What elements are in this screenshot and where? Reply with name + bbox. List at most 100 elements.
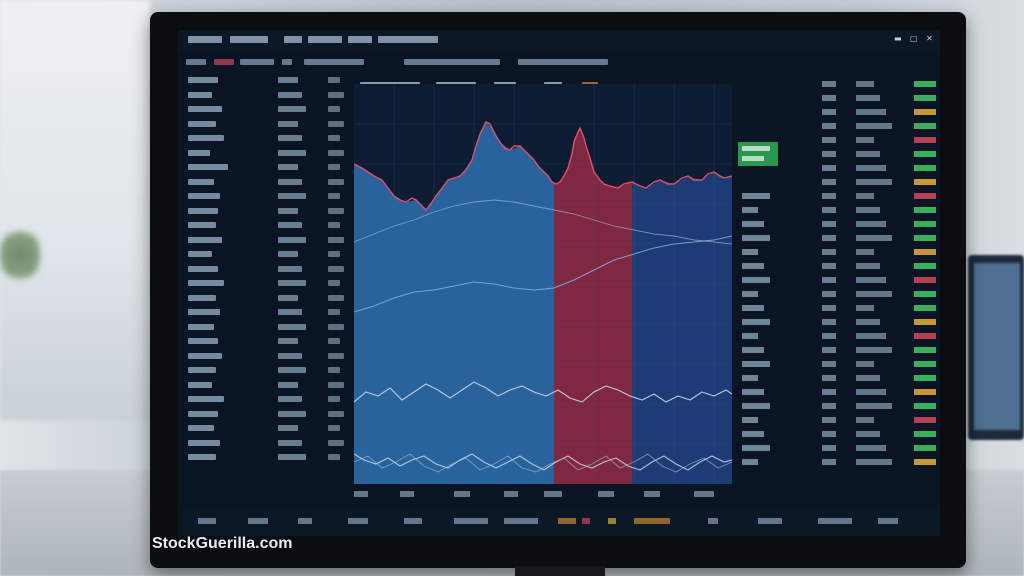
table-row[interactable] (182, 219, 352, 231)
table-row[interactable] (182, 306, 352, 318)
status-item (504, 518, 538, 524)
sub-toolbar (178, 54, 940, 72)
minimize-icon[interactable]: ▬ (894, 34, 902, 43)
table-row[interactable] (736, 78, 940, 90)
table-row[interactable] (182, 147, 352, 159)
trading-dashboard: ▬ ▢ ✕ (178, 30, 940, 536)
table-row[interactable] (182, 350, 352, 362)
status-item (878, 518, 898, 524)
table-row[interactable] (736, 148, 940, 160)
table-row[interactable] (736, 204, 940, 216)
toolbar-text (186, 59, 206, 65)
table-row[interactable] (736, 274, 940, 286)
table-row[interactable] (182, 190, 352, 202)
table-row[interactable] (182, 277, 352, 289)
toolbar-text (240, 59, 274, 65)
table-row[interactable] (182, 263, 352, 275)
status-item (582, 518, 590, 524)
table-row[interactable] (736, 456, 940, 468)
table-row[interactable] (182, 321, 352, 333)
background-window (0, 0, 150, 420)
table-row[interactable] (736, 344, 940, 356)
table-row[interactable] (736, 246, 940, 258)
table-row[interactable] (182, 74, 352, 86)
table-row[interactable] (736, 442, 940, 454)
indicator-line-2 (353, 199, 733, 245)
table-row[interactable] (182, 379, 352, 391)
table-row[interactable] (736, 120, 940, 132)
table-row[interactable] (736, 372, 940, 384)
maximize-icon[interactable]: ▢ (910, 34, 918, 43)
window-controls: ▬ ▢ ✕ (894, 35, 934, 43)
toolbar-text (304, 59, 364, 65)
table-row[interactable] (182, 335, 352, 347)
table-row[interactable] (736, 190, 940, 202)
table-row[interactable] (182, 422, 352, 434)
table-row[interactable] (182, 176, 352, 188)
table-row[interactable] (182, 118, 352, 130)
table-row[interactable] (182, 103, 352, 115)
table-row[interactable] (736, 176, 940, 188)
toolbar-text (518, 59, 608, 65)
table-row[interactable] (736, 414, 940, 426)
status-item (298, 518, 312, 524)
menu-item[interactable] (188, 36, 222, 43)
table-row[interactable] (736, 92, 940, 104)
menu-item[interactable] (348, 36, 372, 43)
monitor: ▬ ▢ ✕ (150, 12, 966, 568)
x-axis-tick (400, 491, 414, 497)
menu-item[interactable] (284, 36, 302, 43)
table-row[interactable] (736, 302, 940, 314)
table-row[interactable] (736, 288, 940, 300)
status-item (758, 518, 782, 524)
table-row[interactable] (182, 451, 352, 463)
table-row[interactable] (182, 393, 352, 405)
right-data-table (736, 78, 940, 478)
table-row[interactable] (736, 218, 940, 230)
status-item (608, 518, 616, 524)
chart-svg (353, 84, 733, 484)
table-row[interactable] (182, 205, 352, 217)
toolbar-text (282, 59, 292, 65)
table-row[interactable] (182, 437, 352, 449)
status-item (558, 518, 576, 524)
table-row[interactable] (736, 428, 940, 440)
x-axis-tick (544, 491, 562, 497)
close-icon[interactable]: ✕ (926, 34, 933, 43)
table-row[interactable] (736, 400, 940, 412)
table-row[interactable] (736, 330, 940, 342)
table-row[interactable] (182, 132, 352, 144)
table-row[interactable] (182, 408, 352, 420)
menu-bar: ▬ ▢ ✕ (178, 30, 940, 52)
table-row[interactable] (736, 260, 940, 272)
main-chart[interactable] (353, 84, 733, 484)
red-area (554, 128, 632, 484)
x-axis-labels (354, 488, 734, 500)
table-row[interactable] (182, 234, 352, 246)
table-row[interactable] (736, 134, 940, 146)
status-item (404, 518, 422, 524)
table-row[interactable] (182, 248, 352, 260)
table-row[interactable] (736, 162, 940, 174)
x-axis-tick (454, 491, 470, 497)
toolbar-text (404, 59, 500, 65)
menu-item[interactable] (230, 36, 268, 43)
indicator-line-1 (353, 235, 733, 313)
status-item (818, 518, 852, 524)
table-row[interactable] (736, 386, 940, 398)
table-row[interactable] (182, 161, 352, 173)
table-row[interactable] (182, 364, 352, 376)
table-row[interactable] (736, 106, 940, 118)
x-axis-tick (354, 491, 368, 497)
price-line (353, 121, 733, 212)
menu-item[interactable] (308, 36, 342, 43)
table-row[interactable] (182, 89, 352, 101)
table-row[interactable] (736, 232, 940, 244)
table-row[interactable] (736, 358, 940, 370)
menu-item[interactable] (378, 36, 438, 43)
background-monitor (968, 255, 1024, 440)
x-axis-tick (694, 491, 714, 497)
table-row[interactable] (182, 292, 352, 304)
status-item (634, 518, 670, 524)
table-row[interactable] (736, 316, 940, 328)
